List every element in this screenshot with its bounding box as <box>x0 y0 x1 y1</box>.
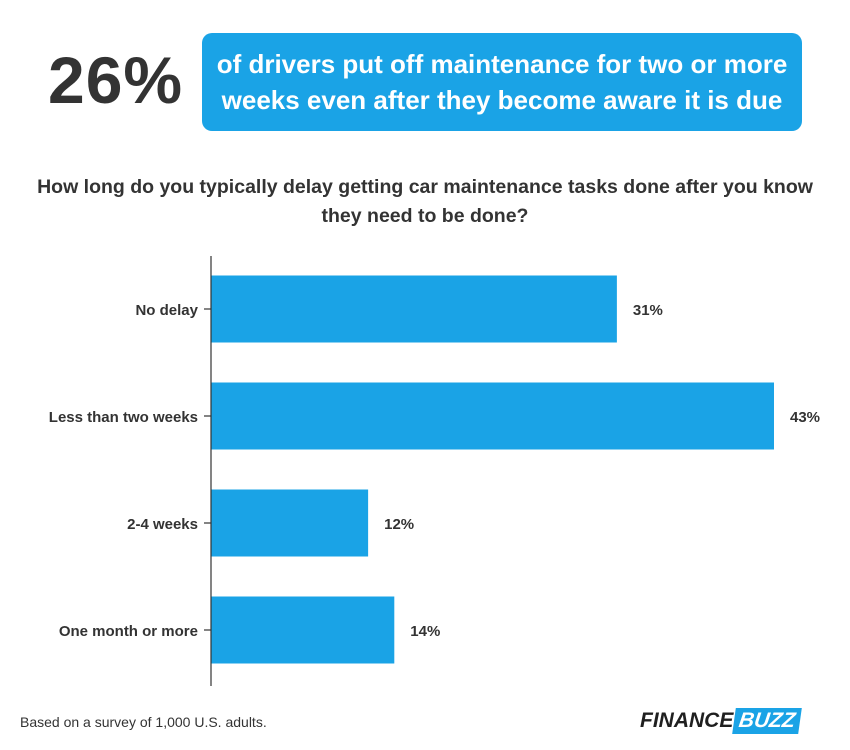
category-label-0: No delay <box>135 302 198 319</box>
bar-1 <box>211 382 774 450</box>
bar-2 <box>211 489 369 557</box>
headline-stat: 26% <box>48 43 184 117</box>
footnote: Based on a survey of 1,000 U.S. adults. <box>20 714 267 730</box>
category-label-1: Less than two weeks <box>49 409 198 426</box>
logo-buzz: BUZZ <box>732 708 803 734</box>
headline-text: of drivers put off maintenance for two o… <box>216 49 788 115</box>
chart-title: How long do you typically delay getting … <box>37 176 813 227</box>
data-label-3: 14% <box>410 623 440 640</box>
data-label-0: 31% <box>633 302 663 319</box>
bar-chart: No delay 31% Less than two weeks 43% 2-4 wee… <box>49 256 820 686</box>
category-label-2: 2-4 weeks <box>127 516 198 533</box>
headline-callout: of drivers put off maintenance for two o… <box>202 33 802 131</box>
logo-finance: FINANCE <box>640 709 734 732</box>
data-label-1: 43% <box>790 409 820 426</box>
data-label-2: 12% <box>384 516 414 533</box>
bar-0 <box>211 275 617 343</box>
bar-3 <box>211 596 395 664</box>
financebuzz-logo: FINANCE BUZZ <box>640 708 803 734</box>
category-label-3: One month or more <box>59 623 198 640</box>
